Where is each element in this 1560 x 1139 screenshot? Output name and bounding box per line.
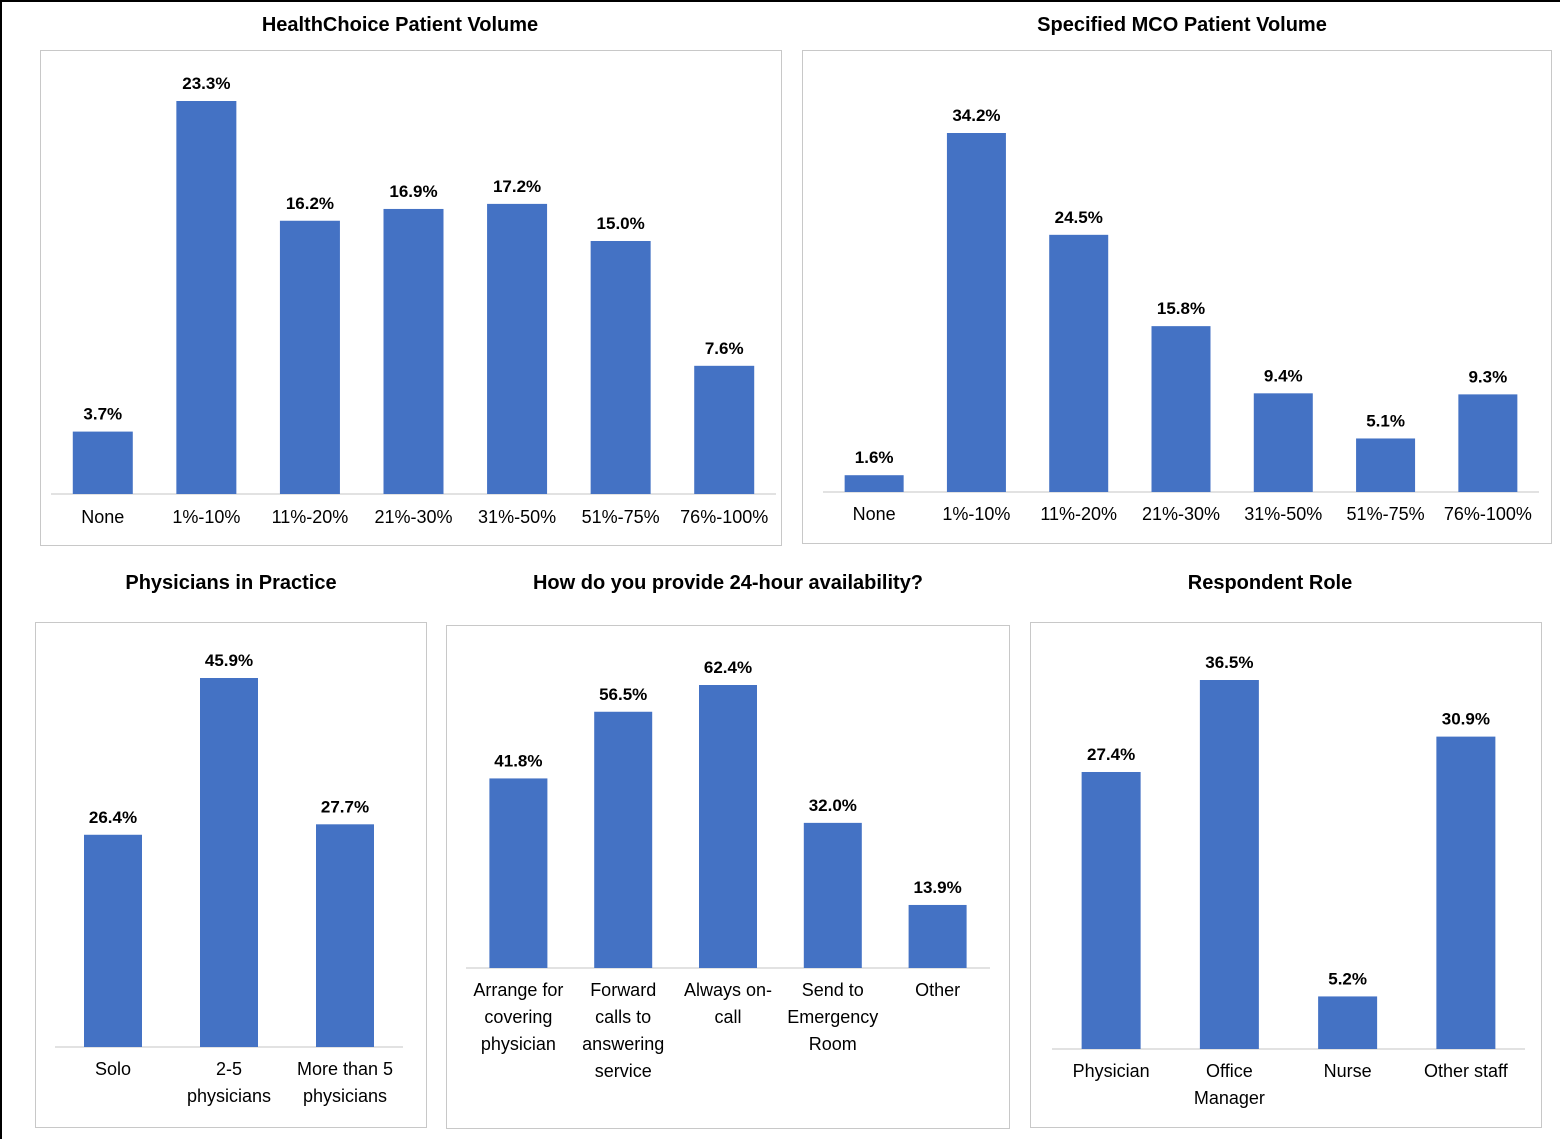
x-tick-label: 1%-10% — [172, 507, 240, 527]
data-label: 7.6% — [705, 339, 744, 358]
chart-healthchoice: 3.7% None 23.3% 1%-10% 16.2% 11%-20% 16.9% 21%-… — [40, 50, 782, 546]
chart-physicians: 26.4% Solo 45.9% 2-5 physicians 27.7% More tha… — [35, 622, 427, 1128]
data-label: 36.5% — [1205, 653, 1253, 672]
chart-mco: 1.6% None 34.2% 1%-10% 24.5% 11%-20% 15.8% 21%-… — [802, 50, 1552, 544]
x-tick-label: Arrange for covering physician — [473, 980, 563, 1054]
data-label: 23.3% — [182, 74, 230, 93]
data-label: 17.2% — [493, 177, 541, 196]
bar — [1081, 771, 1141, 1049]
bar — [1458, 394, 1518, 492]
data-label: 62.4% — [704, 658, 752, 677]
data-label: 13.9% — [913, 878, 961, 897]
chart-title-physicians: Physicians in Practice — [125, 572, 337, 594]
data-label: 16.2% — [286, 194, 334, 213]
x-tick-label: 11%-20% — [272, 507, 349, 527]
data-label: 32.0% — [809, 796, 857, 815]
chart-title-availability: How do you provide 24-hour availability? — [532, 572, 924, 594]
bar — [176, 101, 237, 494]
bar — [1151, 326, 1211, 492]
x-tick-label: 31%-50% — [1244, 504, 1322, 524]
data-label: 30.9% — [1442, 710, 1490, 729]
data-label: 56.5% — [599, 685, 647, 704]
bar — [279, 220, 340, 494]
data-label: 15.0% — [597, 214, 645, 233]
bar — [84, 834, 142, 1047]
x-tick-label: 76%-100% — [680, 507, 768, 527]
data-label: 9.4% — [1264, 366, 1303, 385]
x-tick-label: Solo — [95, 1059, 131, 1079]
data-label: 27.7% — [321, 797, 369, 816]
x-tick-label: 51%-75% — [582, 507, 660, 527]
data-label: 5.2% — [1328, 969, 1367, 988]
data-label: 5.1% — [1366, 411, 1405, 430]
data-label: 45.9% — [205, 651, 253, 670]
chart-availability-svg: 41.8% Arrange for covering physician 56.5% Fo… — [466, 658, 990, 1081]
data-label: 26.4% — [89, 808, 137, 827]
bar — [1199, 680, 1259, 1049]
x-tick-label: Physician — [1073, 1061, 1150, 1081]
bar — [200, 678, 258, 1047]
x-tick-label: 51%-75% — [1347, 504, 1425, 524]
x-tick-label: Nurse — [1324, 1061, 1372, 1081]
data-label: 1.6% — [855, 448, 894, 467]
bar — [844, 475, 904, 492]
chart-role: 27.4% Physician 36.5% Office Manager 5.2% Nurs… — [1030, 622, 1542, 1128]
chart-title-mco: Specified MCO Patient Volume — [1037, 14, 1327, 36]
bar — [803, 822, 862, 968]
chart-mco-svg: 1.6% None 34.2% 1%-10% 24.5% 11%-20% 15.8% 21%-… — [823, 106, 1539, 524]
chart-availability: 41.8% Arrange for covering physician 56.5% Fo… — [446, 625, 1010, 1129]
bar — [1436, 736, 1496, 1049]
x-tick-label: 21%-30% — [374, 507, 452, 527]
bar — [946, 133, 1006, 492]
bar — [590, 240, 651, 494]
x-tick-label: Always on-call — [684, 980, 772, 1027]
x-tick-label: 2-5 physicians — [187, 1059, 271, 1106]
bar — [1049, 234, 1109, 492]
data-label: 41.8% — [494, 751, 542, 770]
x-tick-label: Send to Emergency Room — [787, 980, 878, 1054]
x-tick-label: More than 5 physicians — [297, 1059, 393, 1106]
x-tick-label: None — [81, 507, 124, 527]
bar — [72, 431, 133, 494]
data-label: 34.2% — [952, 106, 1000, 125]
x-tick-label: 1%-10% — [942, 504, 1010, 524]
x-tick-label: Other — [915, 980, 960, 1000]
chart-title-healthchoice: HealthChoice Patient Volume — [261, 14, 539, 36]
data-label: 27.4% — [1087, 745, 1135, 764]
chart-role-svg: 27.4% Physician 36.5% Office Manager 5.2% Nurs… — [1052, 653, 1525, 1108]
x-tick-label: None — [853, 504, 896, 524]
chart-physicians-svg: 26.4% Solo 45.9% 2-5 physicians 27.7% More tha… — [55, 651, 403, 1106]
chart-healthchoice-svg: 3.7% None 23.3% 1%-10% 16.2% 11%-20% 16.9% 21%-… — [51, 74, 776, 527]
bar — [594, 711, 653, 968]
bar — [699, 685, 757, 968]
bar — [1318, 996, 1378, 1049]
x-tick-label: Forward calls to answering service — [582, 980, 664, 1081]
data-label: 3.7% — [83, 405, 122, 424]
x-tick-label: 11%-20% — [1040, 504, 1117, 524]
bar — [1253, 393, 1313, 492]
x-tick-label: Office Manager — [1194, 1061, 1265, 1108]
bar — [489, 778, 548, 968]
data-label: 15.8% — [1157, 299, 1205, 318]
x-tick-label: 21%-30% — [1142, 504, 1220, 524]
data-label: 16.9% — [389, 182, 437, 201]
bar — [1356, 438, 1416, 492]
x-tick-label: 31%-50% — [478, 507, 556, 527]
bar — [487, 203, 548, 494]
bar — [694, 365, 755, 494]
x-tick-label: Other staff — [1424, 1061, 1509, 1081]
x-tick-label: 76%-100% — [1444, 504, 1532, 524]
chart-title-role: Respondent Role — [1187, 572, 1353, 594]
bar — [316, 824, 374, 1047]
bar — [908, 904, 967, 968]
data-label: 9.3% — [1468, 367, 1507, 386]
data-label: 24.5% — [1055, 208, 1103, 227]
bar — [383, 208, 444, 495]
